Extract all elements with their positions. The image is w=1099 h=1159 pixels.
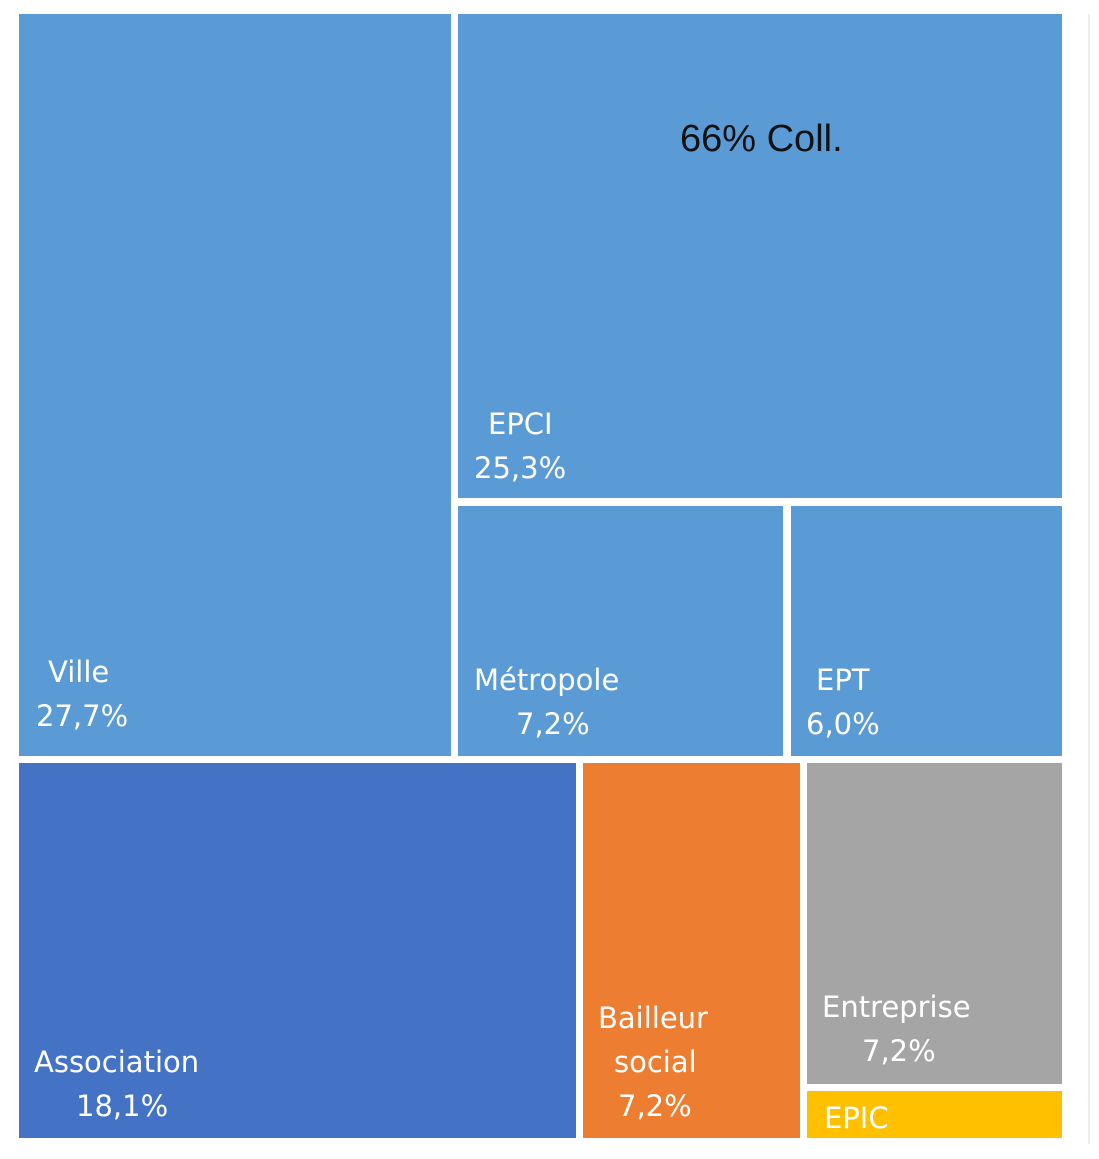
tile-name-entreprise: Entreprise	[822, 990, 971, 1024]
tile-association	[19, 763, 576, 1138]
tile-label-epic: EPIC	[824, 1101, 889, 1135]
tile-name-bailleur-social: Bailleur	[598, 1001, 708, 1035]
tile-value-ept: 6,0%	[806, 707, 880, 741]
tile-label-epci: EPCI 25,3%	[474, 407, 566, 485]
tile-label-association: Association 18,1%	[34, 1045, 199, 1123]
tile-metropole	[458, 506, 783, 756]
tile-epic	[807, 1091, 1062, 1138]
tile-value-epci: 25,3%	[474, 451, 566, 485]
tile-name-ville: Ville	[48, 655, 109, 689]
tile-label-metropole: Métropole 7,2%	[474, 663, 619, 741]
tile-name-ept: EPT	[816, 663, 870, 697]
tile-name-epic: EPIC	[824, 1101, 889, 1135]
tile-entreprise	[807, 763, 1062, 1084]
tile-ept	[791, 506, 1062, 756]
tile-label-ept: EPT 6,0%	[806, 663, 880, 741]
tile-value-metropole: 7,2%	[516, 707, 590, 741]
tile-label-ville: Ville 27,7%	[36, 655, 128, 733]
tile-name-metropole: Métropole	[474, 663, 619, 697]
tile-name-bailleur-social: social	[614, 1045, 697, 1079]
tile-value-ville: 27,7%	[36, 699, 128, 733]
tile-ville	[19, 14, 451, 756]
tile-value-bailleur-social: 7,2%	[618, 1089, 692, 1123]
collectivites-share-annotation: 66% Coll.	[680, 118, 843, 160]
tile-bailleur-social	[583, 763, 800, 1138]
right-divider	[1088, 14, 1090, 1144]
treemap-tiles: Ville 27,7% EPCI 25,3% Métropole 7,2% EPT 6,0% A…	[19, 14, 1062, 1138]
tile-name-association: Association	[34, 1045, 199, 1079]
tile-value-entreprise: 7,2%	[862, 1034, 936, 1068]
tile-value-association: 18,1%	[76, 1089, 168, 1123]
tile-name-epci: EPCI	[488, 407, 553, 441]
tile-epci	[458, 14, 1062, 498]
tile-label-entreprise: Entreprise 7,2%	[822, 990, 971, 1068]
tile-label-bailleur-social: Bailleur social 7,2%	[598, 1001, 708, 1123]
